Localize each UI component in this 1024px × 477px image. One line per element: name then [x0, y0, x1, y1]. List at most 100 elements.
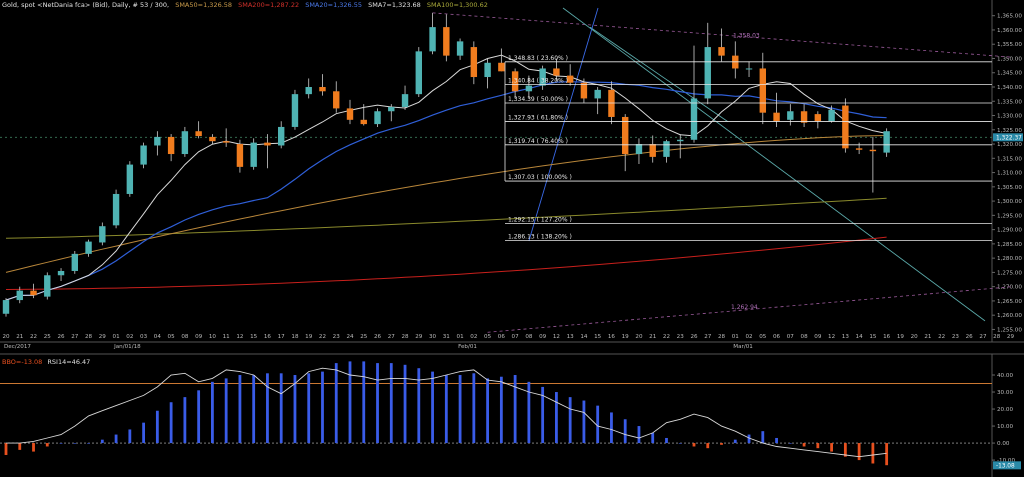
date-tick-label: 28	[718, 334, 726, 340]
date-tick-label: 16	[883, 334, 891, 340]
month-label: Feb/01	[458, 344, 477, 350]
histogram-bar	[788, 443, 792, 444]
candle-bull	[883, 131, 890, 153]
candle-bull	[828, 109, 835, 122]
price-tick-label: 1,325.00	[997, 128, 1022, 134]
sma50-label: SMA50=1,326.58	[175, 1, 233, 9]
date-tick-label: 10	[209, 334, 217, 340]
date-tick-label: 17	[278, 334, 286, 340]
candle-bear	[869, 149, 877, 152]
indicator-title-bar: BBO=-13.08 RSI14=46.47	[2, 358, 93, 366]
chart-title-bar: Gold, spot <NetDania fca> (Bid), Daily, …	[2, 1, 492, 9]
histogram-bar	[293, 375, 297, 444]
candle-bear	[209, 136, 216, 142]
histogram-bar	[885, 443, 889, 466]
histogram-bar	[403, 364, 407, 444]
candle-bull	[181, 131, 189, 155]
histogram-bar	[376, 363, 379, 444]
rsi-line	[6, 367, 887, 458]
date-tick-label: 08	[181, 334, 189, 340]
date-tick-label: 12	[828, 334, 835, 340]
histogram-bar	[4, 443, 8, 455]
candle-bear	[195, 131, 202, 137]
fib-level-label: 1,307.03 ( 100.00% )	[508, 174, 572, 181]
sma50-line	[5, 135, 887, 273]
date-tick-label: 13	[567, 334, 575, 340]
date-tick-label: 15	[869, 334, 877, 340]
candle-bull	[456, 41, 464, 56]
histogram-bar	[761, 431, 765, 444]
candle-bear	[470, 47, 478, 78]
candle-bear	[814, 114, 822, 122]
histogram-bar	[830, 443, 833, 452]
date-tick-label: 29	[415, 334, 423, 340]
date-tick-label: 21	[649, 334, 657, 340]
date-tick-label: 05	[759, 334, 767, 340]
candle-bear	[498, 62, 505, 72]
bbo-label: BBO=-13.08	[2, 358, 43, 366]
date-tick-label: 14	[856, 334, 864, 340]
date-tick-label: 23	[333, 334, 341, 340]
candle-bear	[800, 111, 808, 123]
price-tick-label: 1,310.00	[997, 171, 1022, 177]
candle-bull	[2, 300, 10, 314]
date-tick-label: 29	[99, 334, 107, 340]
sma20-label: SMA20=1,326.55	[305, 1, 363, 9]
candle-bull	[525, 85, 533, 92]
date-tick-label: 13	[842, 334, 850, 340]
fib-level-label: 1,327.93 ( 61.80% )	[508, 114, 568, 121]
price-axes: 1,365.00 1,360.00 1,355.00 1,350.00 1,345.00…	[0, 0, 1024, 350]
date-tick-label: 07	[512, 334, 520, 340]
date-tick-label: 15	[594, 334, 602, 340]
date-tick-label: 28	[401, 334, 409, 340]
date-tick-label: 22	[663, 334, 670, 340]
histogram-bar	[692, 443, 696, 447]
fib-level-label: 1,340.84 ( 38.20% )	[508, 78, 568, 85]
histogram-bar	[389, 363, 393, 444]
price-tick-label: 1,345.00	[997, 71, 1022, 77]
histogram-bar	[224, 378, 228, 444]
price-tick-label: 1,355.00	[997, 42, 1022, 48]
candle-bull	[99, 226, 106, 243]
price-tick-label: 1,270.00	[997, 285, 1022, 291]
price-tick-label: 1,285.00	[997, 242, 1022, 248]
histogram-bar	[582, 400, 586, 444]
candle-bull	[704, 47, 711, 99]
fib-level-label: 1,348.83 ( 23.60% )	[508, 55, 568, 62]
sma200-label: SMA200=1,287.22	[238, 1, 300, 9]
date-tick-label: 09	[195, 334, 203, 340]
date-tick-label: 27	[71, 334, 79, 340]
histogram-bar	[651, 432, 655, 444]
histogram-bar	[775, 437, 778, 444]
last-price-label: 1,322.37	[996, 135, 1022, 141]
histogram-bar	[238, 375, 242, 444]
histogram-bar	[527, 381, 531, 444]
candle-bear	[511, 71, 519, 92]
price-tick-label: 1,275.00	[997, 270, 1022, 276]
histogram-bar	[73, 443, 77, 444]
date-tick-label: 02	[470, 334, 477, 340]
histogram-bar	[843, 443, 847, 457]
candles	[2, 12, 890, 317]
date-tick-label: 22	[30, 334, 37, 340]
histogram-bar	[45, 443, 49, 447]
candle-bear	[360, 119, 367, 125]
descending-trendline	[562, 7, 986, 322]
date-tick-label: 28	[993, 334, 1001, 340]
histogram-bar	[513, 375, 517, 444]
candle-bull	[140, 145, 147, 165]
candle-bear	[580, 82, 588, 99]
histogram-bar	[87, 443, 90, 444]
histogram-bar	[18, 443, 22, 450]
candle-bull	[401, 94, 409, 107]
date-tick-label: 21	[924, 334, 932, 340]
histogram-bar	[486, 378, 489, 444]
price-tick-label: 1,340.00	[997, 85, 1022, 91]
fibonacci-levels: 1,348.83 ( 23.60% ) 1,340.84 ( 38.20% ) 1,…	[504, 55, 992, 242]
candle-bull	[16, 290, 23, 301]
histogram-bar	[747, 434, 751, 444]
candle-bull	[663, 141, 670, 157]
rsi-label: RSI14=46.47	[47, 358, 91, 366]
candle-bull	[594, 89, 601, 99]
